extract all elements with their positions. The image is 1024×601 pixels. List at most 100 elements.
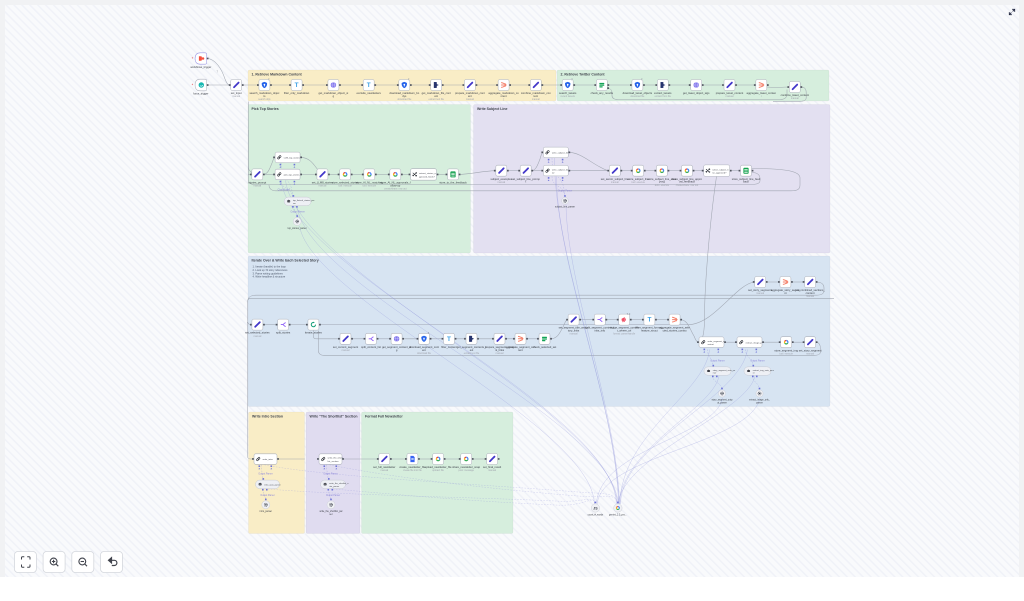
svg-text:set_input: set_input	[231, 91, 242, 95]
svg-text:tool: execute: tool: execute	[338, 185, 352, 188]
svg-text:manual: manual	[318, 185, 326, 188]
svg-text:Format Full Newsletter: Format Full Newsletter	[365, 415, 403, 419]
svg-text:manual: manual	[756, 292, 764, 295]
svg-text:get_segment_contents_t: get_segment_contents_t	[457, 345, 487, 349]
svg-text:extract_image_urls_: extract_image_urls_	[749, 399, 770, 402]
svg-text:split_segment_content_l: split_segment_content_l	[585, 326, 614, 330]
svg-text:tool: execute: tool: execute	[779, 352, 793, 355]
svg-text:Output Parser: Output Parser	[326, 494, 341, 497]
svg-text:aggregate_markdown_co: aggregate_markdown_co	[488, 91, 519, 95]
svg-text:val_feedback: val_feedback	[679, 180, 695, 184]
svg-text:manual: manual	[806, 295, 814, 298]
svg-text:manual: manual	[806, 352, 814, 355]
svg-text:combine_markdown_con: combine_markdown_con	[521, 91, 551, 95]
svg-text:story_segment_auto_pa: story_segment_auto_pa	[713, 369, 736, 372]
svg-text:7: 7	[641, 77, 643, 81]
svg-text:manual: manual	[466, 98, 474, 101]
svg-text:e2: e2	[552, 173, 555, 175]
svg-text:write_subject_lin: write_subject_lin	[552, 151, 569, 154]
svg-text:intro_parser: intro_parser	[260, 510, 272, 513]
svg-text:cted_stories_combo: cted_stories_combo	[663, 329, 688, 333]
svg-text:get_tweet_object_sigs: get_tweet_object_sigs	[683, 91, 710, 95]
svg-text:check_any_results: check_any_results	[591, 91, 614, 95]
svg-text:write_segment_c: write_segment_c	[708, 340, 725, 343]
svg-text:split_stories: split_stories	[276, 331, 291, 335]
svg-text:iterate_stories: iterate_stories	[305, 331, 323, 335]
svg-text:manual: manual	[253, 335, 261, 338]
svg-text:Output Parser: Output Parser	[258, 473, 273, 476]
svg-text:tool: execute: tool: execute	[363, 185, 377, 188]
svg-text:nt_links: nt_links	[495, 348, 505, 352]
svg-text:set_current_segment: set_current_segment	[333, 345, 358, 349]
svg-text:get_markdown_file_cont: get_markdown_file_cont	[422, 91, 451, 95]
svg-text:intro_auto_parser: intro_auto_parser	[264, 483, 281, 486]
svg-text:tent: tent	[518, 348, 523, 352]
svg-text:upload: file: upload: file	[432, 469, 444, 472]
svg-text:get_markdown_object_si: get_markdown_object_si	[319, 91, 349, 95]
svg-text:get_segment_content_si: get_segment_content_si	[382, 345, 412, 349]
svg-text:*: *	[192, 83, 194, 88]
svg-text:extract from file: extract from file	[655, 95, 672, 98]
svg-text:store_selected_stories: store_selected_stories	[332, 181, 360, 185]
svg-text:extract text file: extract text file	[464, 352, 480, 355]
svg-text:write_the_shortlist_par: write_the_shortlist_par	[319, 510, 342, 513]
svg-text:Output Parser: Output Parser	[290, 211, 305, 214]
svg-text:pick_top_stories: pick_top_stories	[284, 174, 301, 177]
svg-text:7: 7	[268, 77, 270, 81]
svg-text:Output Parser: Output Parser	[750, 360, 765, 363]
svg-text:manual: manual	[791, 97, 799, 100]
svg-text:7 F: 7 F	[627, 312, 631, 316]
svg-text:manual: manual	[611, 181, 619, 184]
svg-text:T: T	[447, 336, 451, 343]
svg-text:pproved_feeds?: pproved_feeds?	[419, 175, 435, 178]
svg-text:set_final_result: set_final_result	[483, 465, 501, 469]
svg-text:2. Retrieve Twitter Content: 2. Retrieve Twitter Content	[561, 73, 606, 77]
svg-text:manual: manual	[532, 98, 540, 101]
svg-text:uto_parser: uto_parser	[329, 485, 339, 488]
svg-text:set_subject_line_promp: set_subject_line_promp	[512, 177, 541, 181]
svg-text:set_full_newsletter: set_full_newsletter	[373, 465, 395, 469]
svg-text:aggregate_tweet_conten: aggregate_tweet_conten	[747, 91, 777, 95]
svg-text:create file into file: create file into file	[403, 469, 422, 472]
svg-text:manual: manual	[570, 333, 578, 336]
svg-text:write_intro: write_intro	[263, 458, 274, 461]
svg-text:ser: ser	[329, 513, 332, 516]
svg-text:aggregate_segment_sele: aggregate_segment_sele	[659, 326, 690, 330]
svg-text:parser: parser	[756, 401, 763, 404]
svg-text:upload_newsletter_file: upload_newsletter_file	[425, 465, 452, 469]
svg-text:g: g	[396, 349, 398, 352]
svg-text:Output Parser: Output Parser	[260, 494, 275, 497]
svg-text:tent: tent	[534, 94, 539, 98]
svg-text:story_segment_outp: story_segment_outp	[712, 399, 734, 402]
svg-text:JS: JS	[593, 506, 598, 510]
svg-text:gemini_2.5_pro...: gemini_2.5_pro...	[609, 514, 627, 517]
svg-text:2. Look up 7∂ story references: 2. Look up 7∂ story references	[253, 268, 289, 272]
svg-text:7: 7	[217, 70, 219, 74]
svg-text:search objs: search objs	[258, 98, 271, 101]
svg-text:store_segment_img: store_segment_img	[774, 348, 798, 352]
svg-text:dys: dys	[402, 94, 407, 98]
svg-text:ser: ser	[293, 202, 296, 205]
svg-text:set_segment_title_and_s: set_segment_title_and_s	[559, 326, 590, 330]
svg-text:LLM_top_stories: LLM_top_stories	[284, 156, 301, 159]
svg-text:store_to_the_feedback: store_to_the_feedback	[439, 181, 467, 185]
svg-text:prepare_tweet_content: prepare_tweet_content	[716, 91, 744, 95]
svg-text:back: back	[743, 180, 749, 184]
svg-text:store_AI_NL_matching: store_AI_NL_matching	[356, 181, 384, 185]
svg-text:manual: manual	[342, 349, 350, 352]
svg-text:7: 7	[571, 77, 573, 81]
svg-text:Write "The Shortlist" Section: Write "The Shortlist" Section	[310, 415, 358, 419]
svg-text:set_senior_subject_line: set_senior_subject_line	[601, 177, 630, 181]
svg-text:Chat Model*: Chat Model*	[278, 189, 291, 192]
svg-text:Pick Top Stories: Pick Top Stories	[252, 107, 279, 111]
svg-text:t_where_url: t_where_url	[617, 329, 632, 333]
svg-text:Write Subject Line: Write Subject Line	[477, 107, 508, 111]
svg-text:subject_line_parser: subject_line_parser	[555, 206, 575, 209]
svg-text:T: T	[367, 82, 371, 89]
svg-text:check_selected_set: check_selected_set	[533, 345, 557, 349]
svg-text:set_story_segment: set_story_segment	[799, 348, 822, 352]
svg-text:set_combined_sections_: set_combined_sections_	[795, 288, 825, 292]
svg-text:Output Parser: Output Parser	[710, 360, 725, 363]
svg-text:manual: manual	[253, 185, 261, 188]
svg-text:∑: ∑	[503, 98, 505, 101]
